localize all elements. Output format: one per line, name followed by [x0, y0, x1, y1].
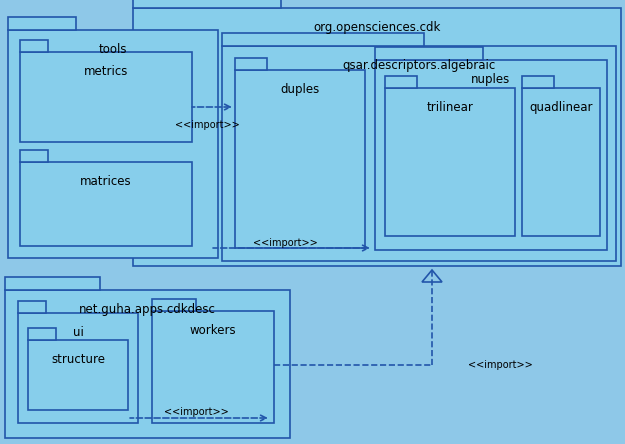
Text: tools: tools [99, 43, 127, 56]
Bar [28, 340, 128, 410]
Bar [522, 88, 600, 236]
Text: metrics: metrics [84, 65, 128, 78]
Bar [8, 17, 76, 30]
Text: workers: workers [190, 324, 236, 337]
Bar [20, 52, 192, 142]
Bar [222, 46, 616, 261]
Bar [522, 76, 554, 88]
Bar [375, 60, 607, 250]
Text: trilinear: trilinear [426, 101, 474, 114]
Bar [18, 313, 138, 423]
Bar [235, 58, 267, 70]
Bar [152, 299, 196, 311]
Bar [18, 301, 46, 313]
Bar [235, 70, 365, 248]
Text: quadlinear: quadlinear [529, 101, 592, 114]
Bar [375, 47, 483, 60]
Text: <<import>>: <<import>> [164, 407, 228, 417]
Text: duples: duples [281, 83, 319, 96]
Bar [5, 290, 290, 438]
Text: <<import>>: <<import>> [253, 238, 318, 248]
Bar [133, 0, 281, 8]
Text: net.guha.apps.cdkdesc: net.guha.apps.cdkdesc [79, 303, 216, 316]
Bar [5, 277, 100, 290]
Bar [385, 88, 515, 236]
Bar [222, 33, 424, 46]
Bar [8, 30, 218, 258]
Bar [152, 311, 274, 423]
Bar [20, 40, 48, 52]
Bar [20, 162, 192, 246]
Text: matrices: matrices [80, 175, 132, 188]
Text: org.opensciences.cdk: org.opensciences.cdk [313, 21, 441, 34]
Text: <<import>>: <<import>> [468, 360, 532, 370]
Text: nuples: nuples [471, 73, 511, 86]
Bar [20, 150, 48, 162]
Text: qsar.descriptors.algebraic: qsar.descriptors.algebraic [342, 59, 496, 72]
Text: ui: ui [72, 326, 84, 339]
Bar [385, 76, 417, 88]
Bar [28, 328, 56, 340]
Text: structure: structure [51, 353, 105, 366]
Text: <<import>>: <<import>> [174, 120, 239, 130]
Bar [133, 8, 621, 266]
